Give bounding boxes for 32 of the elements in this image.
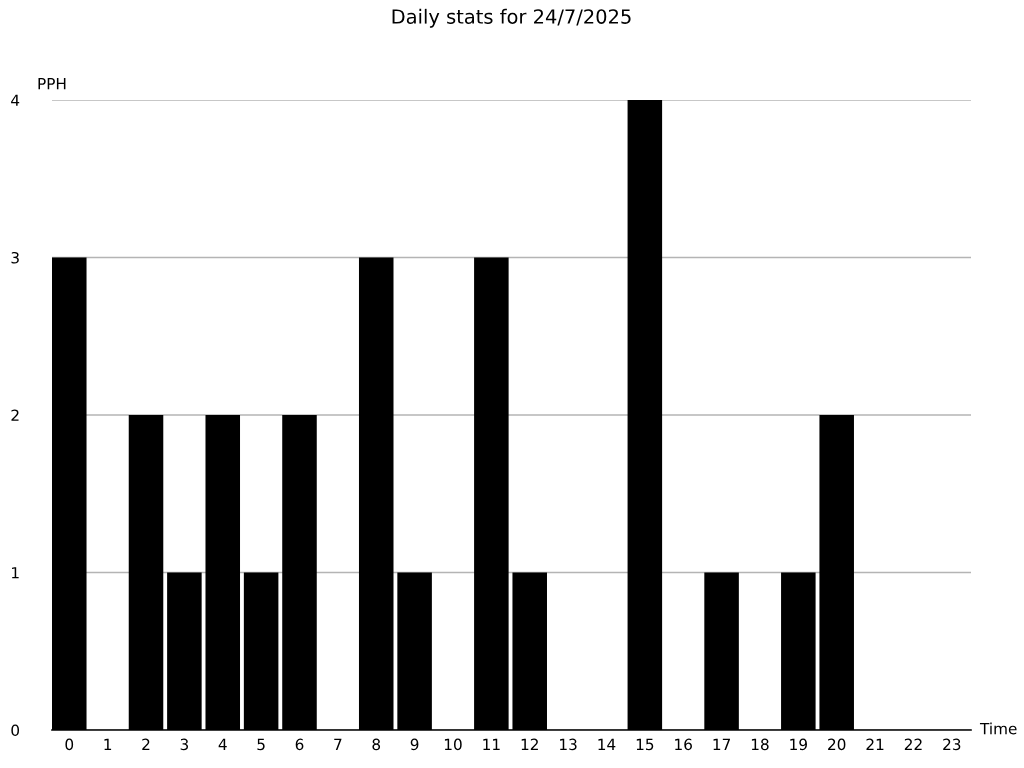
x-tick-label: 17 <box>713 738 730 750</box>
y-axis-title: PPH <box>38 78 66 90</box>
x-tick-label: 13 <box>560 738 577 751</box>
x-tick-label: 0 <box>65 738 74 751</box>
x-tick-label: 15 <box>636 738 654 751</box>
x-tick-label: 5 <box>257 738 265 751</box>
x-tick-label: 21 <box>866 738 884 750</box>
x-tick-label: 22 <box>904 738 922 750</box>
chart-title: Daily stats for 24/7/2025 <box>392 8 631 28</box>
x-tick-label: 6 <box>295 738 304 751</box>
x-tick-label: 12 <box>521 738 538 750</box>
x-tick-label: 7 <box>334 738 342 750</box>
x-tick-label: 4 <box>218 738 227 750</box>
x-tick-label: 8 <box>372 738 381 751</box>
x-tick-label: 1 <box>104 738 112 750</box>
x-axis-title: Time <box>979 722 1017 735</box>
x-tick-label: 23 <box>943 738 961 751</box>
x-tick-label: 3 <box>180 738 189 751</box>
x-tick-label: 2 <box>142 738 150 750</box>
x-tick-label: 16 <box>675 738 692 751</box>
x-tick-label: 20 <box>828 738 846 751</box>
y-tick-label: 2 <box>11 409 19 421</box>
y-tick-label: 3 <box>11 251 19 264</box>
x-tick-label: 14 <box>598 738 616 750</box>
x-tick-label: 10 <box>444 738 462 751</box>
x-tick-label: 18 <box>751 738 769 751</box>
x-tick-label: 9 <box>410 738 419 751</box>
x-tick-label: 11 <box>483 738 500 750</box>
y-tick-label: 0 <box>11 724 20 737</box>
y-tick-label: 4 <box>11 94 20 106</box>
y-tick-label: 1 <box>12 567 19 579</box>
x-tick-label: 19 <box>790 738 807 751</box>
